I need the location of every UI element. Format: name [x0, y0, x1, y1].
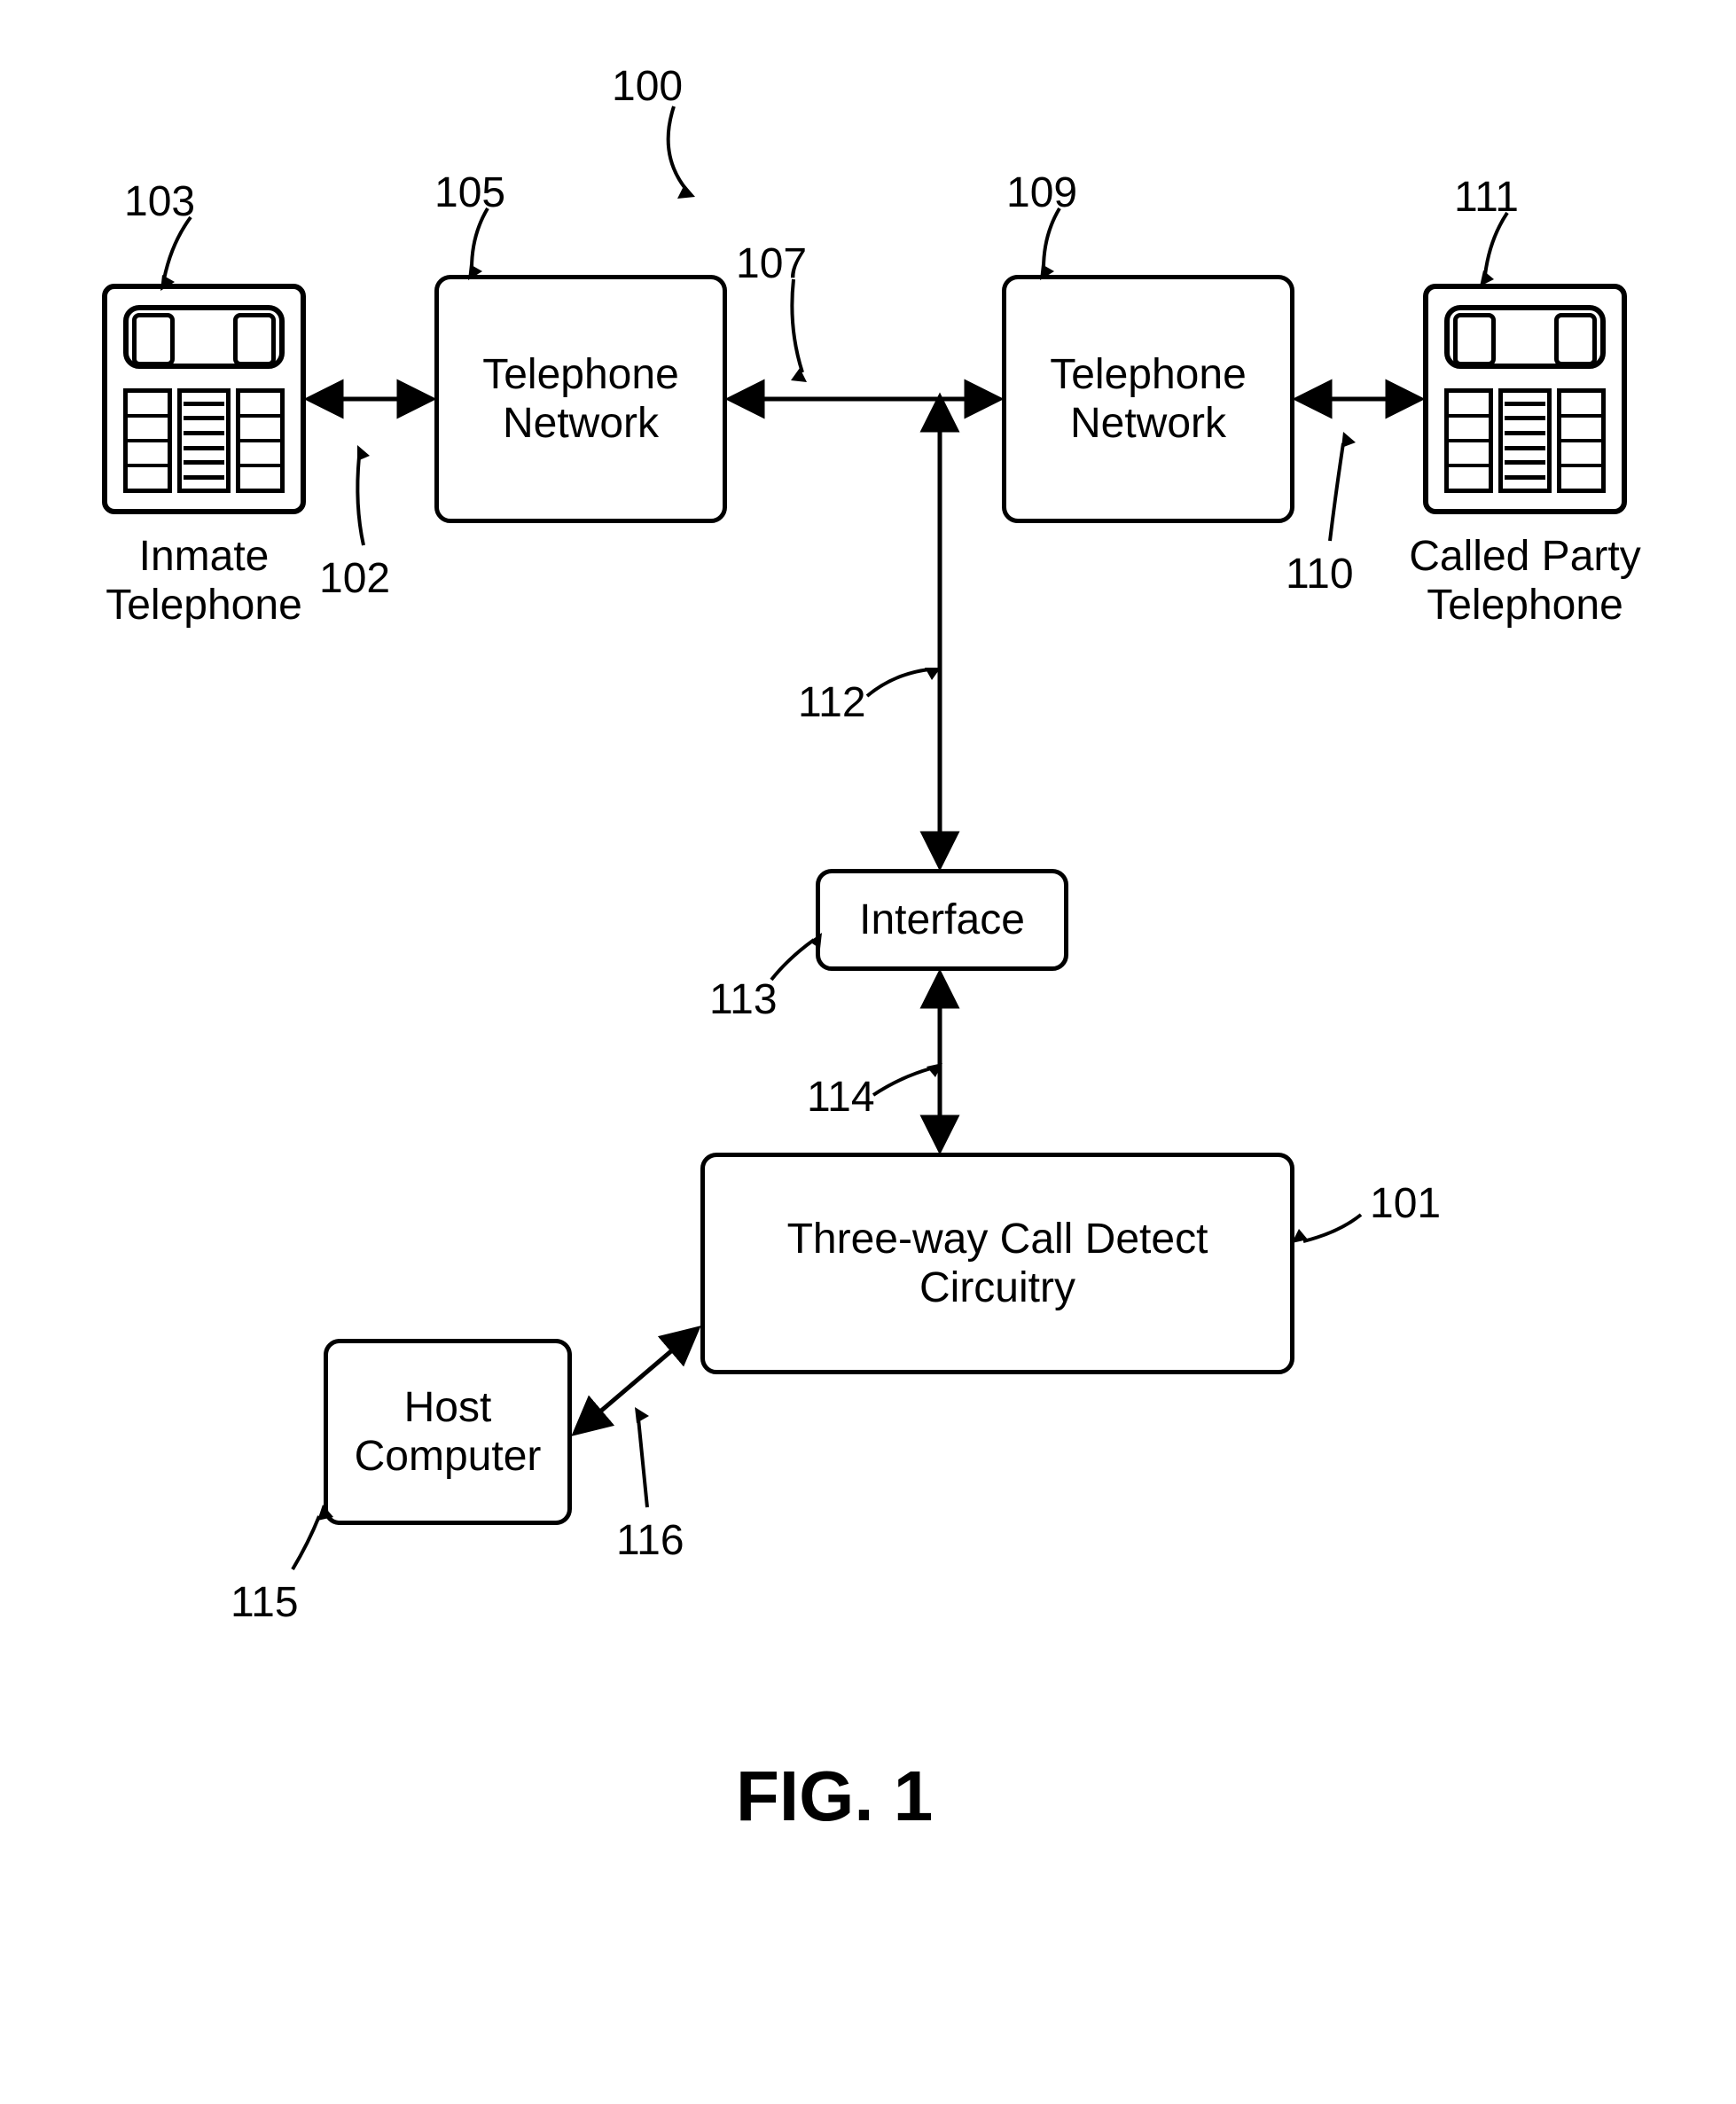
host-computer-box: Host Computer — [324, 1339, 572, 1525]
interface-label: Interface — [859, 896, 1025, 944]
ref-115: 115 — [231, 1578, 299, 1627]
inmate-telephone-label: Inmate Telephone — [89, 532, 319, 630]
three-way-call-detect-label: Three-way Call Detect Circuitry — [787, 1215, 1208, 1312]
telephone-network-left: Telephone Network — [434, 275, 727, 523]
ref-111: 111 — [1454, 173, 1519, 222]
ref-112: 112 — [798, 678, 866, 727]
inmate-telephone-icon — [102, 284, 306, 514]
ref-103: 103 — [124, 177, 195, 226]
called-party-telephone-icon — [1423, 284, 1627, 514]
ref-101: 101 — [1370, 1179, 1441, 1228]
ref-102: 102 — [319, 554, 390, 603]
ref-114: 114 — [807, 1073, 875, 1122]
figure-title: FIG. 1 — [736, 1756, 933, 1837]
ref-107: 107 — [736, 239, 807, 288]
telephone-network-right-label: Telephone Network — [1050, 350, 1247, 448]
ref-105: 105 — [434, 168, 505, 217]
telephone-network-right: Telephone Network — [1002, 275, 1294, 523]
ref-100: 100 — [612, 62, 683, 111]
telephone-network-left-label: Telephone Network — [482, 350, 679, 448]
called-party-telephone-label: Called Party Telephone — [1383, 532, 1667, 630]
three-way-call-detect-box: Three-way Call Detect Circuitry — [700, 1153, 1294, 1374]
ref-113: 113 — [709, 975, 778, 1024]
ref-109: 109 — [1006, 168, 1077, 217]
ref-110: 110 — [1286, 550, 1354, 598]
interface-box: Interface — [816, 869, 1068, 971]
host-computer-label: Host Computer — [355, 1383, 542, 1481]
ref-116: 116 — [616, 1516, 684, 1565]
